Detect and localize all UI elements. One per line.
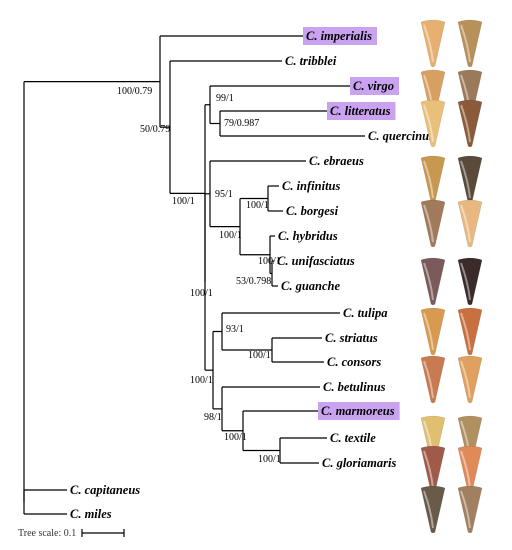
shell-body bbox=[457, 485, 483, 534]
shell-body bbox=[457, 307, 483, 356]
support-n_big: 50/0.79 bbox=[140, 124, 170, 135]
tip-label-consors: C. consors bbox=[327, 355, 381, 369]
support-n_imp_trib: 100/0.79 bbox=[117, 86, 152, 97]
shell-body bbox=[457, 19, 483, 68]
support-n_tulipa: 93/1 bbox=[226, 324, 244, 335]
support-n_betul: 98/1 bbox=[204, 412, 222, 423]
tip-highlights bbox=[303, 27, 400, 420]
shell-body bbox=[420, 355, 446, 404]
support-values: 100/0.79 50/0.79 99/1 79/0.987 95/1 100/1 100/… bbox=[117, 86, 281, 465]
shell-photo bbox=[457, 485, 483, 534]
tip-label-gloriamaris: C. gloriamaris bbox=[322, 456, 396, 470]
tip-label-quercinus: C. quercinus bbox=[368, 129, 434, 143]
shell-photo bbox=[457, 19, 483, 68]
shell-body bbox=[420, 257, 446, 306]
tip-highlight-imperialis bbox=[303, 27, 377, 45]
tip-label-borgesi: C. borgesi bbox=[286, 204, 339, 218]
tip-label-hybridus: C. hybridus bbox=[278, 229, 338, 243]
shell-photo bbox=[420, 355, 446, 404]
shell-photo bbox=[420, 257, 446, 306]
tip-label-capitaneus: C. capitaneus bbox=[70, 483, 140, 497]
tree-branches bbox=[23, 35, 365, 515]
shell-highlight bbox=[423, 204, 434, 243]
shell-body bbox=[457, 355, 483, 404]
tip-label-striatus: C. striatus bbox=[325, 331, 378, 345]
shell-highlight bbox=[423, 312, 434, 351]
tip-label-infinitus: C. infinitus bbox=[282, 179, 340, 193]
support-n_ebr: 95/1 bbox=[215, 189, 233, 200]
shell-highlight bbox=[423, 360, 434, 399]
shell-highlight bbox=[460, 204, 471, 243]
tip-label-miles: C. miles bbox=[70, 507, 112, 521]
shell-body bbox=[420, 199, 446, 248]
tip-label-betulinus: C. betulinus bbox=[323, 380, 386, 394]
shell-highlight bbox=[460, 450, 471, 489]
support-n_g: 53/0.798 bbox=[236, 276, 271, 287]
tip-highlight-litteratus bbox=[327, 102, 396, 120]
tip-label-guanche: C. guanche bbox=[281, 279, 340, 293]
shell-photo bbox=[420, 19, 446, 68]
shell-highlight bbox=[460, 360, 471, 399]
shell-highlight bbox=[423, 104, 434, 143]
shell-photo bbox=[420, 307, 446, 356]
shell-photo bbox=[457, 155, 483, 204]
support-n_hug: 100/1 bbox=[219, 230, 242, 241]
shell-highlight bbox=[460, 490, 471, 529]
shell-photo bbox=[420, 485, 446, 534]
shell-highlight bbox=[423, 160, 434, 199]
shell-highlight bbox=[460, 312, 471, 351]
shell-photo bbox=[420, 199, 446, 248]
tip-label-imperialis: C. imperialis bbox=[306, 29, 372, 43]
tip-label-tulipa: C. tulipa bbox=[343, 306, 387, 320]
tip-label-marmoreus: C. marmoreus bbox=[321, 404, 395, 418]
shell-highlight bbox=[460, 262, 471, 301]
shell-body bbox=[420, 19, 446, 68]
shell-photo bbox=[420, 155, 446, 204]
shell-highlight bbox=[460, 104, 471, 143]
tree-scale-label: Tree scale: 0.1 bbox=[18, 528, 76, 539]
tree-scale: Tree scale: 0.1 bbox=[18, 528, 125, 539]
shell-photo bbox=[457, 307, 483, 356]
shell-body bbox=[420, 99, 446, 148]
support-n_sc: 100/1 bbox=[248, 350, 271, 361]
shell-highlight bbox=[423, 24, 434, 63]
support-n_vlq: 99/1 bbox=[216, 93, 234, 104]
shell-body bbox=[457, 257, 483, 306]
support-n_ug: 100/1 bbox=[258, 256, 281, 267]
support-n_lower: 100/1 bbox=[190, 288, 213, 299]
support-n_tg: 100/1 bbox=[258, 454, 281, 465]
support-n_ebr_group: 100/1 bbox=[190, 375, 213, 386]
shell-photo bbox=[457, 99, 483, 148]
tip-label-ebraeus: C. ebraeus bbox=[309, 154, 364, 168]
shell-photo bbox=[457, 257, 483, 306]
shell-highlight bbox=[423, 490, 434, 529]
shell-highlight bbox=[460, 24, 471, 63]
tip-label-unifasciatus: C. unifasciatus bbox=[277, 254, 355, 268]
tip-labels: C. imperialis C. tribblei C. virgo C. litte… bbox=[70, 29, 434, 521]
tip-label-tribblei: C. tribblei bbox=[285, 54, 337, 68]
shell-photo bbox=[420, 99, 446, 148]
tip-label-virgo: C. virgo bbox=[353, 79, 394, 93]
support-n_main: 100/1 bbox=[172, 196, 195, 207]
support-n_lq: 79/0.987 bbox=[224, 118, 259, 129]
support-n_tg_outer: 100/1 bbox=[224, 432, 247, 443]
shell-photos bbox=[420, 19, 483, 534]
shell-body bbox=[457, 199, 483, 248]
shell-photo bbox=[457, 355, 483, 404]
shell-highlight bbox=[423, 450, 434, 489]
tip-label-textile: C. textile bbox=[330, 431, 376, 445]
support-n_ib: 100/1 bbox=[246, 200, 269, 211]
shell-body bbox=[420, 485, 446, 534]
shell-body bbox=[420, 307, 446, 356]
shell-highlight bbox=[460, 160, 471, 199]
shell-photo bbox=[457, 199, 483, 248]
shell-body bbox=[457, 99, 483, 148]
shell-highlight bbox=[423, 262, 434, 301]
tip-highlight-marmoreus bbox=[318, 402, 400, 420]
tip-highlight-virgo bbox=[350, 77, 399, 95]
tip-label-litteratus: C. litteratus bbox=[330, 104, 391, 118]
